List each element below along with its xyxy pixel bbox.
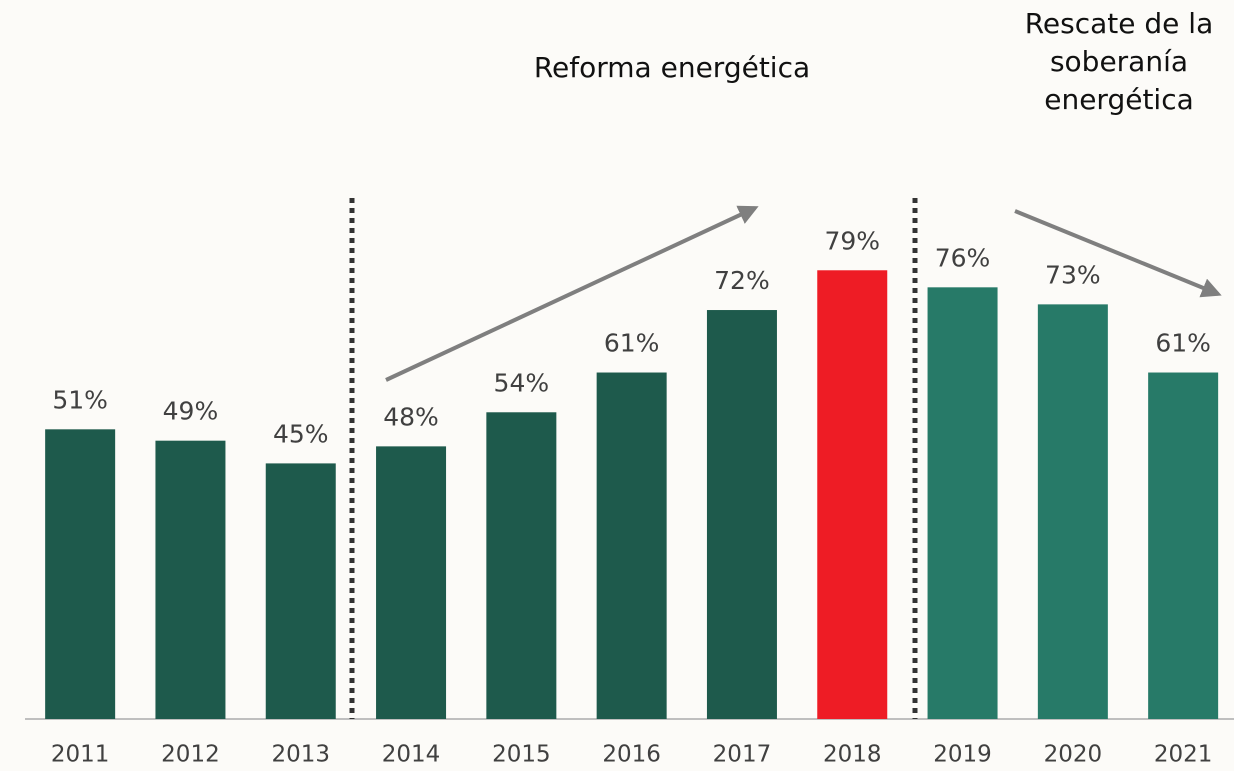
x-tick-label: 2018 xyxy=(823,742,882,768)
x-tick-label: 2019 xyxy=(933,742,992,768)
x-tick-label: 2020 xyxy=(1044,742,1103,768)
annotation: Reforma energética xyxy=(533,51,811,84)
value-label: 45% xyxy=(273,419,329,448)
bar xyxy=(486,412,557,719)
value-label: 76% xyxy=(935,243,991,272)
trend-arrow xyxy=(385,205,759,382)
value-label: 48% xyxy=(383,402,439,431)
bar xyxy=(265,463,336,719)
x-tick-label: 2021 xyxy=(1154,742,1213,768)
bar xyxy=(1148,372,1219,719)
bar xyxy=(817,270,888,719)
bar xyxy=(596,372,667,719)
value-label: 72% xyxy=(714,266,770,295)
trend-arrow xyxy=(1014,209,1222,298)
x-tick-label: 2017 xyxy=(713,742,772,768)
bar xyxy=(706,310,777,719)
bar xyxy=(155,440,226,719)
x-tick-label: 2014 xyxy=(382,742,441,768)
x-tick-label: 2012 xyxy=(161,742,220,768)
x-tick-label: 2013 xyxy=(271,742,330,768)
value-label: 51% xyxy=(52,385,108,414)
value-label: 61% xyxy=(1155,329,1211,358)
value-label: 79% xyxy=(824,226,880,255)
bar xyxy=(927,287,998,719)
x-tick-label: 2016 xyxy=(602,742,661,768)
value-label: 49% xyxy=(163,397,219,426)
x-tick-label: 2015 xyxy=(492,742,551,768)
bar xyxy=(1037,304,1108,719)
value-label: 73% xyxy=(1045,260,1101,289)
annotation: Rescate de la soberanía energética xyxy=(1024,7,1214,116)
value-label: 54% xyxy=(494,368,550,397)
bar xyxy=(376,446,447,719)
bar xyxy=(45,429,116,719)
value-label: 61% xyxy=(604,329,660,358)
x-tick-label: 2011 xyxy=(51,742,110,768)
